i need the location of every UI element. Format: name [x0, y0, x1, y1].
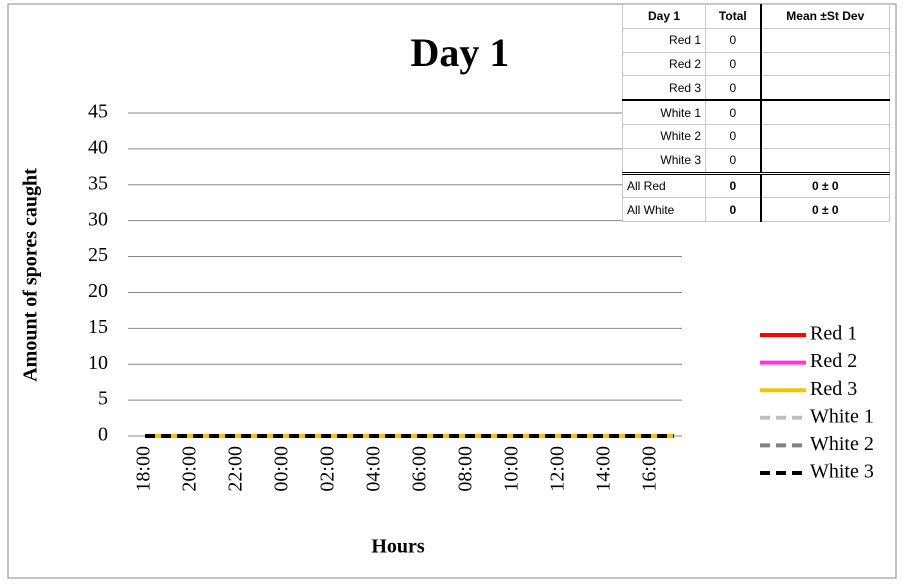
legend-label: Red 3 [810, 378, 857, 400]
legend-label: Red 1 [810, 323, 857, 345]
x-axis-label: Hours [371, 536, 425, 558]
legend-label: White 3 [810, 461, 874, 483]
y-tick-label: 0 [98, 424, 108, 446]
x-tick-label: 02:00 [317, 446, 339, 492]
table-cell: 0 ± 0 [759, 172, 890, 199]
x-tick-label: 04:00 [363, 446, 385, 492]
table-cell: White 1 [621, 99, 707, 125]
chart-frame [7, 3, 897, 579]
table-cell: All White [621, 197, 707, 223]
table-cell: White 2 [621, 123, 707, 149]
y-tick-label: 15 [88, 316, 108, 338]
table-cell: Red 2 [621, 51, 707, 77]
x-tick-label: 08:00 [455, 446, 477, 492]
table-cell [759, 147, 890, 175]
table-cell [759, 27, 890, 53]
header-cell: Mean ±St Dev [759, 4, 890, 29]
y-tick-label: 10 [88, 352, 108, 374]
table-cell [759, 75, 890, 102]
x-tick-label: 06:00 [409, 446, 431, 492]
legend-label: Red 2 [810, 350, 857, 372]
legend-label: White 1 [810, 405, 874, 427]
x-tick-label: 16:00 [639, 446, 661, 492]
table-header: Day 1 Total Mean ±St Dev [621, 4, 890, 29]
table-cell [759, 51, 890, 77]
y-tick-label: 20 [88, 280, 108, 302]
table-cell: White 3 [621, 147, 707, 175]
x-tick-label: 10:00 [501, 446, 523, 492]
chart-title: Day 1 [411, 30, 510, 75]
table-cell: 0 [705, 99, 762, 125]
y-tick-label: 30 [88, 208, 108, 230]
x-tick-label: 22:00 [225, 446, 247, 492]
table-row: All White 0 0 ± 0 [621, 197, 890, 223]
table-cell [759, 123, 890, 149]
table-cell: 0 [705, 27, 762, 53]
x-tick-label: 14:00 [593, 446, 615, 492]
table-cell: 0 [705, 197, 762, 223]
y-axis-label: Amount of spores caught [20, 168, 42, 382]
table-cell: 0 [705, 172, 762, 199]
table-cell: 0 [705, 147, 762, 175]
table-row: All Red 0 0 ± 0 [621, 172, 890, 199]
y-tick-label: 35 [88, 172, 108, 194]
table-cell: 0 [705, 123, 762, 149]
legend-label: White 2 [810, 433, 874, 455]
y-tick-label: 45 [88, 101, 108, 123]
table-cell [759, 99, 890, 125]
table-cell: All Red [621, 172, 707, 199]
x-tick-label: 12:00 [547, 446, 569, 492]
table-cell: 0 [705, 75, 762, 102]
x-tick-label: 20:00 [179, 446, 201, 492]
header-cell: Day 1 [621, 4, 707, 29]
table-cell: Red 3 [621, 75, 707, 102]
table-cell: Red 1 [621, 27, 707, 53]
y-tick-label: 40 [88, 136, 108, 158]
x-tick-label: 18:00 [133, 446, 155, 492]
header-cell: Total [705, 4, 762, 29]
table-cell: 0 [705, 51, 762, 77]
x-tick-label: 00:00 [271, 446, 293, 492]
table-cell: 0 ± 0 [759, 197, 890, 223]
y-tick-label: 5 [98, 388, 108, 410]
y-tick-label: 25 [88, 244, 108, 266]
